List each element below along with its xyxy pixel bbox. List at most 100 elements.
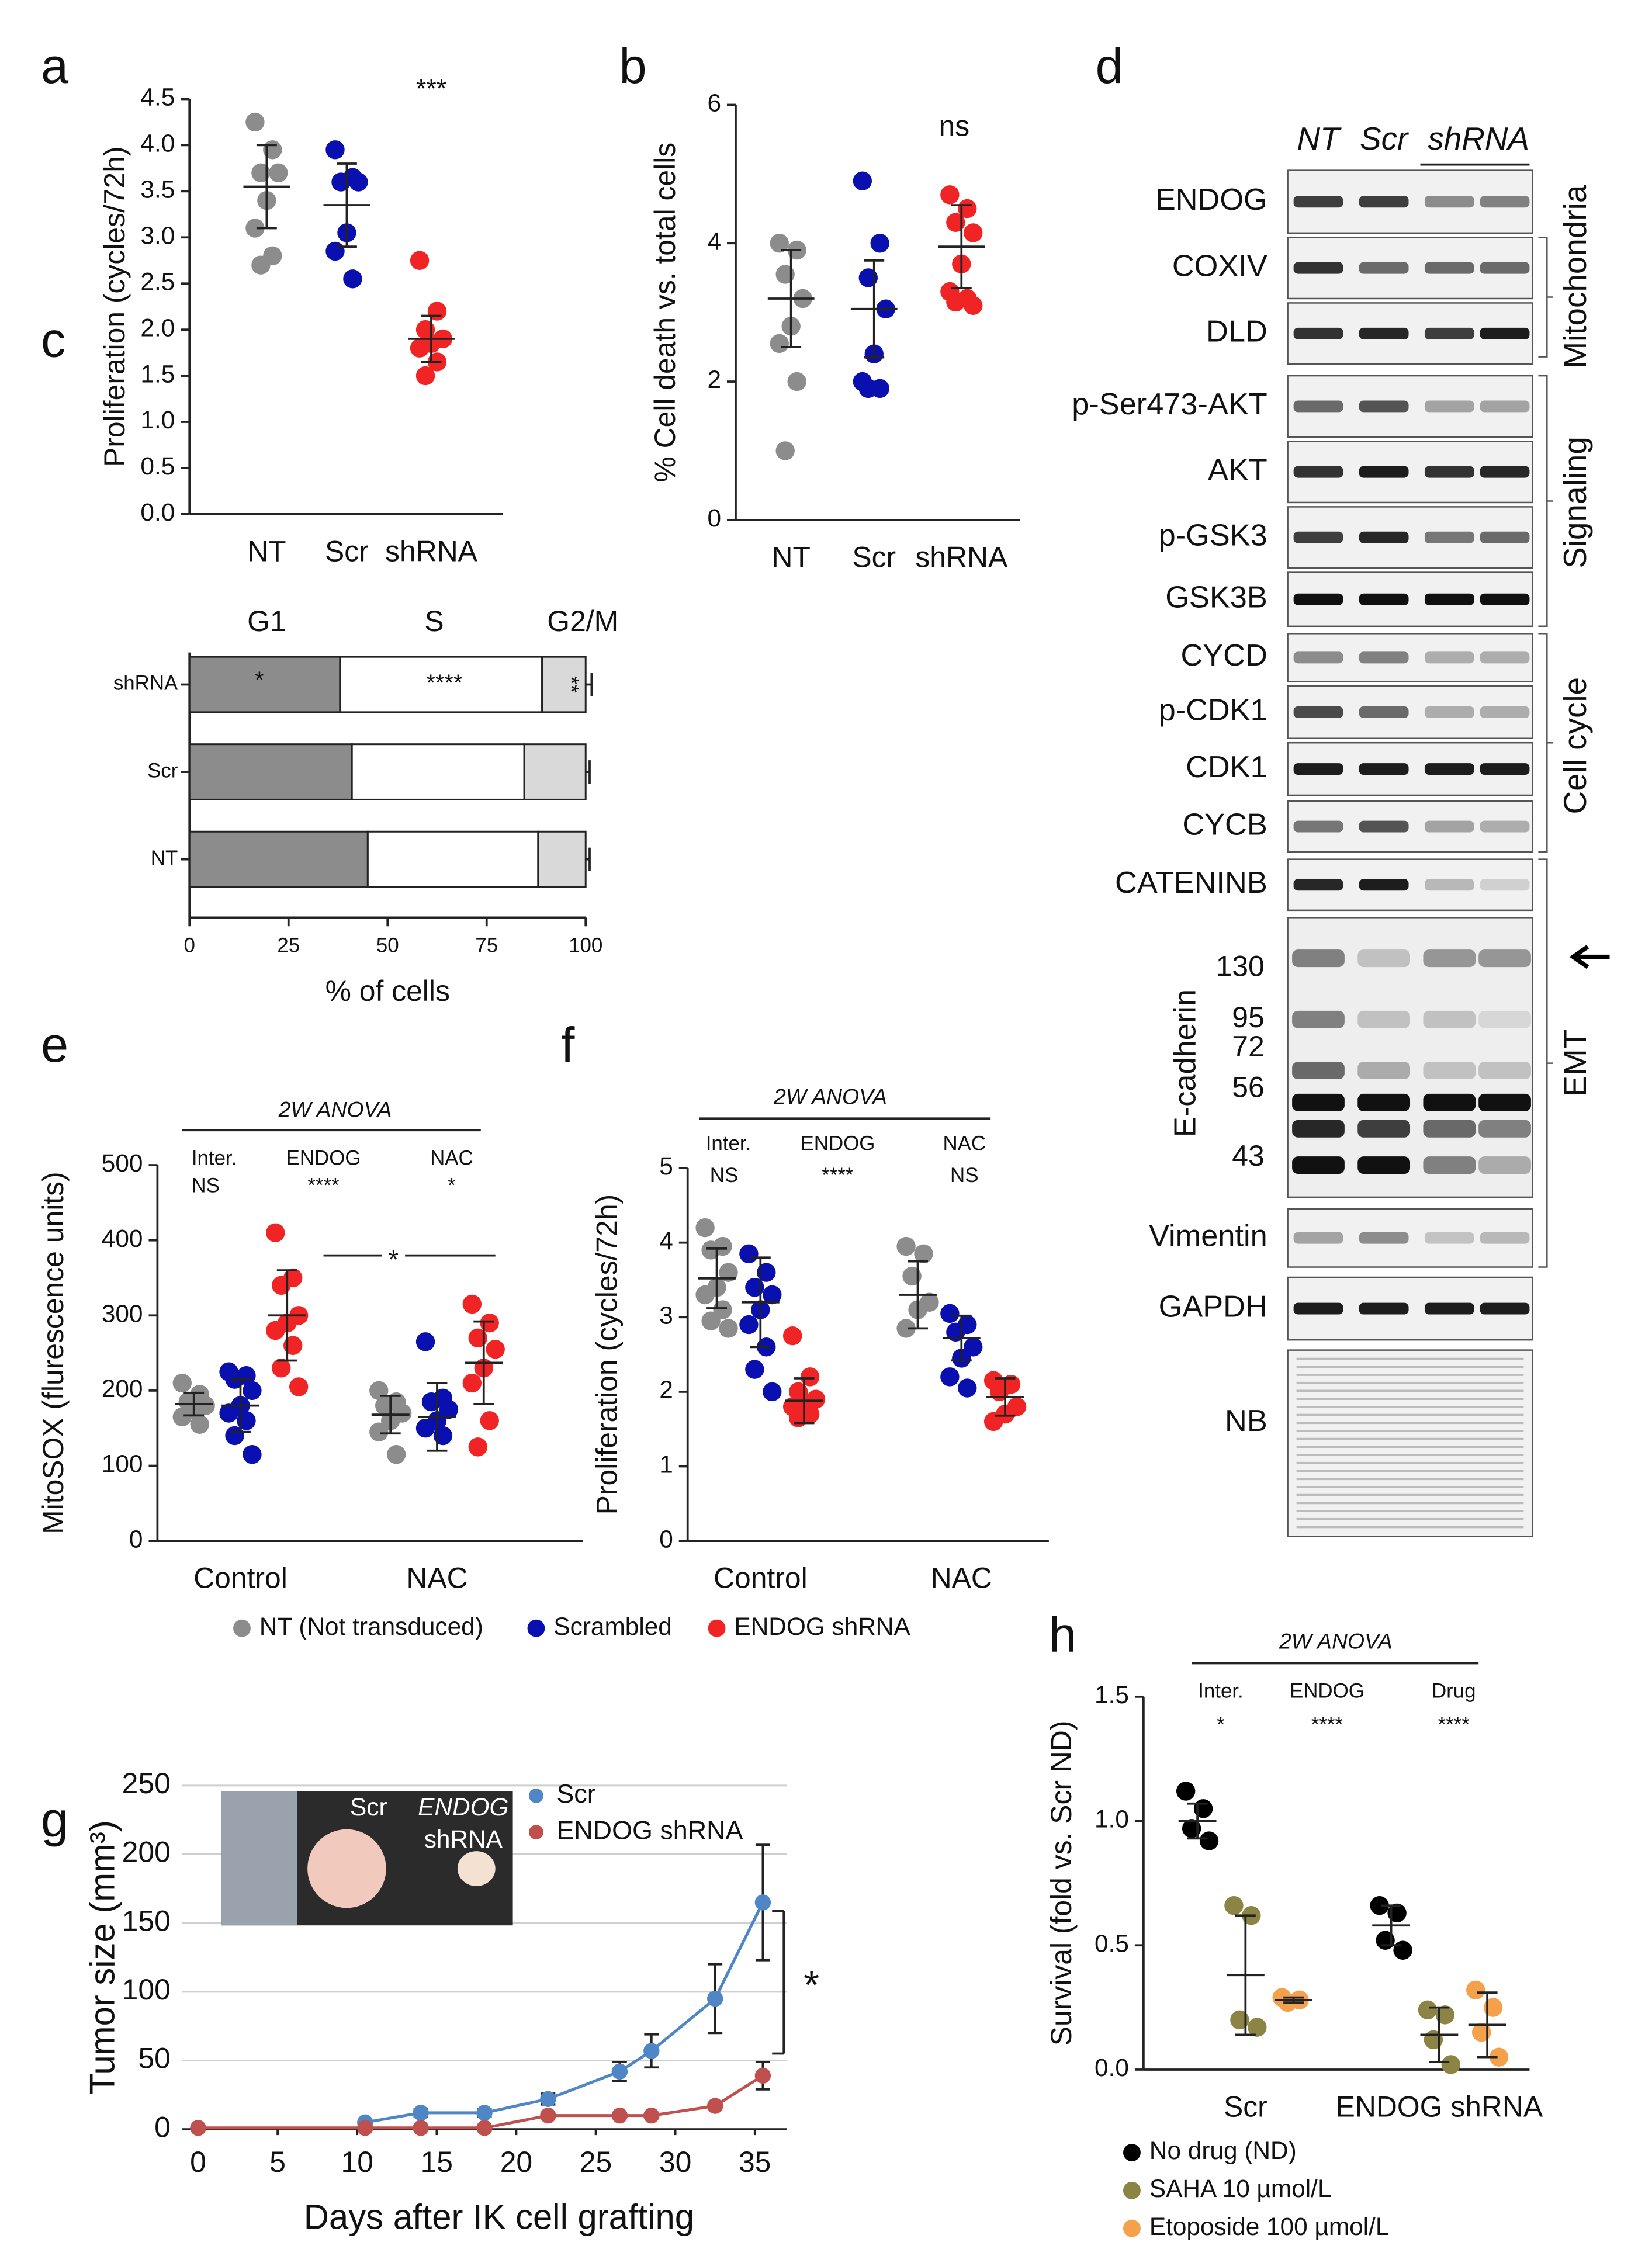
data-point [1466,1980,1485,2000]
decoration [1480,1302,1530,1315]
data-point [1489,2047,1509,2067]
legend-marker [527,1619,545,1637]
decoration [1292,1062,1345,1079]
group-label: EMT [1557,1030,1593,1097]
decoration [1359,1302,1409,1315]
data-point [940,1304,960,1323]
y-axis-label: % Cell death vs. total cells [649,143,681,483]
y-axis-label: Proliferation (cycles/72h) [98,146,131,467]
data-point [476,2120,493,2136]
decoration [1478,1156,1531,1174]
decoration [1424,466,1474,478]
data-point [243,1445,262,1464]
row-label: NB [1225,1404,1267,1438]
decoration [1293,879,1343,891]
data-point [375,1396,394,1415]
y-axis-label: Proliferation (cycles/72h) [590,1194,623,1515]
data-point [349,172,368,192]
data-point [611,2063,628,2080]
decoration [1293,400,1343,413]
x-tick-label: 0 [184,934,195,957]
data-point [719,1319,738,1338]
y-axis-label: Tumor size (mm³) [82,1820,122,2095]
x-tick-label: 35 [739,2146,771,2178]
data-point [476,2105,493,2121]
annotation: **** [426,670,462,696]
series-line [365,1901,764,2124]
decoration [1423,1156,1476,1174]
decoration [1424,879,1474,891]
panel-letter: f [561,1017,575,1072]
y-tick-label: 0 [707,504,721,532]
panel-letter: b [619,38,647,93]
y-tick-label: 4.5 [140,84,175,111]
data-point [325,140,345,160]
decoration [1480,706,1530,718]
decoration [1359,531,1409,543]
panel-letter: h [1049,1607,1076,1662]
legend-marker [1123,2219,1141,2237]
x-axis-label: Days after IK cell grafting [304,2197,694,2236]
bar-segment [523,743,587,800]
decoration [1538,633,1553,853]
decoration [1287,375,1533,438]
decoration [1569,945,1610,969]
legend-label: Scr [556,1779,595,1808]
y-tick-label: NT [151,847,178,869]
bar-segment [541,656,587,713]
row-label: CATENINB [1115,866,1267,900]
decoration [1424,763,1474,775]
decoration [1424,400,1474,413]
decoration [1480,196,1530,208]
decoration [1480,466,1530,478]
annotation: Inter. [192,1146,237,1169]
data-point [914,1244,933,1264]
annotation: NAC [430,1146,473,1169]
data-point [858,379,878,398]
x-tick-label: Control [714,1562,808,1595]
decoration [1424,1232,1474,1244]
inset-label: Scr [350,1793,387,1821]
decoration [1480,400,1530,413]
lane-label: shRNA [1428,120,1529,157]
y-tick-label: 0 [659,1525,673,1552]
decoration [1424,531,1474,543]
decoration [1480,1232,1530,1244]
y-tick-label: 0.0 [1095,2054,1129,2081]
decoration [1423,1010,1476,1028]
decoration [1480,820,1530,833]
row-label: Vimentin [1149,1219,1267,1253]
decoration [1292,949,1345,968]
data-point [243,1381,262,1401]
annotation: NAC [943,1132,986,1155]
y-tick-label: Scr [147,759,178,782]
legend-marker [1123,2144,1141,2161]
data-point [415,366,435,386]
data-point [964,223,983,242]
x-tick-label: 75 [475,934,498,957]
decoration [1423,1062,1476,1079]
series-label: G1 [247,605,286,637]
decoration [1359,400,1409,413]
data-point [896,1236,916,1256]
x-tick-label: 0 [190,2146,206,2178]
annotation: ** [559,676,584,693]
legend-label: No drug (ND) [1149,2137,1297,2164]
y-tick-label: 2 [707,366,721,393]
y-tick-label: 2.5 [140,268,175,295]
y-tick-label: 5 [659,1152,673,1180]
data-point [357,2120,373,2136]
y-tick-label: 3.0 [140,221,175,249]
x-tick-label: 30 [659,2146,691,2178]
decoration [1423,1093,1476,1111]
data-point [775,441,795,460]
x-tick-label: Scr [1224,2090,1267,2123]
data-point [1441,2055,1461,2074]
y-tick-label: 4 [707,227,721,255]
marker-title: E-cadherin [1168,989,1202,1137]
legend-label: NT (Not transduced) [259,1613,483,1640]
data-point [719,1263,738,1282]
annotation: 2W ANOVA [773,1084,887,1108]
y-tick-label: 2 [659,1376,673,1403]
decoration [1478,1010,1531,1028]
